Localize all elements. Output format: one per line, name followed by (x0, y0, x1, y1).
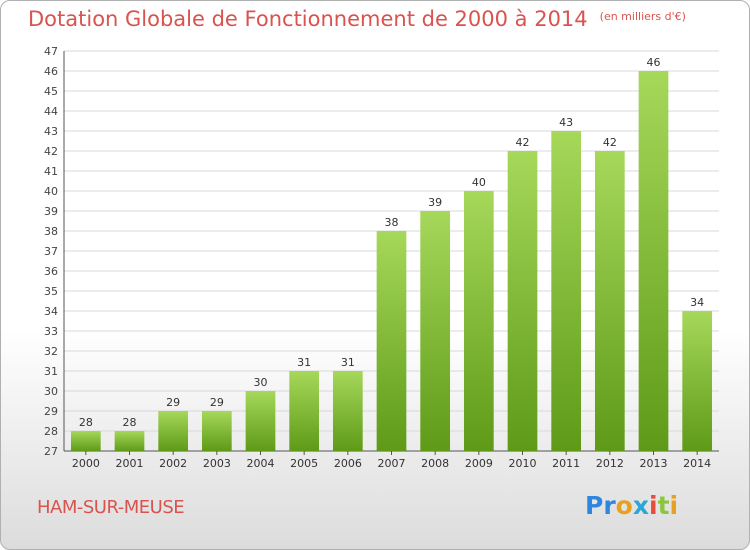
logo-part: t (657, 491, 670, 520)
x-tick-label: 2011 (552, 457, 580, 470)
y-tick-label: 28 (44, 425, 58, 438)
x-tick-label: 2008 (421, 457, 449, 470)
y-tick-label: 46 (44, 65, 58, 78)
data-label: 29 (166, 396, 180, 409)
x-tick-label: 2005 (290, 457, 318, 470)
data-label: 28 (123, 416, 137, 429)
bars: 28 28 29 29 30 31 31 38 39 40 42 43 42 46 34 (70, 56, 713, 451)
logo-part: i (669, 491, 679, 520)
bar (507, 151, 538, 451)
y-tick-label: 30 (44, 385, 58, 398)
data-label: 31 (297, 356, 311, 369)
x-tick-label: 2007 (378, 457, 406, 470)
x-tick-label: 2014 (683, 457, 711, 470)
y-tick-label: 37 (44, 245, 58, 258)
bar (245, 391, 276, 451)
bar (420, 211, 451, 451)
x-tick-label: 2003 (203, 457, 231, 470)
y-tick-label: 41 (44, 165, 58, 178)
x-tick-label: 2013 (640, 457, 668, 470)
y-tick-label: 47 (44, 45, 58, 58)
bar (289, 371, 320, 451)
data-label: 28 (79, 416, 93, 429)
chart-title-text: Dotation Globale de Fonctionnement de 20… (28, 7, 588, 31)
data-label: 31 (341, 356, 355, 369)
y-tick-label: 44 (44, 105, 58, 118)
x-tick-label: 2012 (596, 457, 624, 470)
data-label: 38 (385, 216, 399, 229)
bar (201, 411, 232, 451)
y-tick-label: 36 (44, 265, 58, 278)
y-tick-label: 38 (44, 225, 58, 238)
y-tick-label: 33 (44, 325, 58, 338)
bar (682, 311, 713, 451)
data-label: 42 (603, 136, 617, 149)
commune-name: HAM-SUR-MEUSE (37, 497, 185, 518)
x-tick-label: 2009 (465, 457, 493, 470)
x-tick-label: 2001 (116, 457, 144, 470)
y-tick-label: 45 (44, 85, 58, 98)
axes: 27 28 29 30 31 32 33 34 35 36 37 38 39 40 41 42 43 44 45 46… (44, 45, 719, 470)
data-label: 30 (254, 376, 268, 389)
bar (376, 231, 407, 451)
data-label: 42 (516, 136, 530, 149)
y-tick-label: 31 (44, 365, 58, 378)
chart-title: Dotation Globale de Fonctionnement de 20… (28, 7, 686, 31)
data-label: 39 (428, 196, 442, 209)
chart-unit: (en milliers d'€) (599, 10, 686, 23)
y-tick-label: 32 (44, 345, 58, 358)
bar (114, 431, 145, 451)
x-tick-label: 2006 (334, 457, 362, 470)
y-tick-label: 35 (44, 285, 58, 298)
data-label: 40 (472, 176, 486, 189)
y-tick-label: 42 (44, 145, 58, 158)
y-tick-label: 29 (44, 405, 58, 418)
x-tick-label: 2010 (509, 457, 537, 470)
data-label: 43 (559, 116, 573, 129)
x-tick-label: 2000 (72, 457, 100, 470)
y-tick-label: 43 (44, 125, 58, 138)
data-label: 46 (647, 56, 661, 69)
y-tick-label: 27 (44, 445, 58, 458)
y-tick-label: 40 (44, 185, 58, 198)
y-tick-label: 34 (44, 305, 58, 318)
bar (638, 71, 669, 451)
bar (70, 431, 101, 451)
logo-part: o (615, 491, 633, 520)
bar (332, 371, 363, 451)
logo-part: Pr (585, 491, 616, 520)
y-tick-label: 39 (44, 205, 58, 218)
bar (158, 411, 189, 451)
bar (551, 131, 582, 451)
data-label: 29 (210, 396, 224, 409)
logo-part: i (648, 491, 658, 520)
data-label: 34 (690, 296, 704, 309)
x-tick-label: 2004 (247, 457, 275, 470)
logo-part: x (632, 491, 649, 520)
proxiti-logo[interactable]: Proxiti (585, 491, 678, 520)
x-tick-label: 2002 (159, 457, 187, 470)
bar (463, 191, 494, 451)
bar (594, 151, 625, 451)
